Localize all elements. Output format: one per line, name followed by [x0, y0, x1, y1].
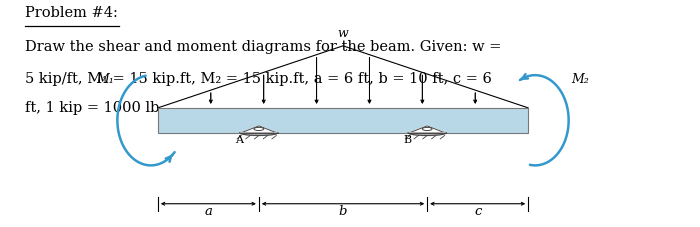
Polygon shape	[239, 133, 278, 136]
Text: w: w	[337, 27, 349, 40]
Text: c: c	[474, 205, 482, 218]
Text: B: B	[404, 135, 412, 145]
Circle shape	[254, 127, 264, 131]
Text: a: a	[204, 205, 212, 218]
Text: M₂: M₂	[572, 73, 589, 86]
Polygon shape	[410, 126, 444, 133]
Text: ft, 1 kip = 1000 lb.: ft, 1 kip = 1000 lb.	[25, 101, 164, 115]
Text: b: b	[339, 205, 347, 218]
Bar	[158, 108, 528, 133]
Polygon shape	[241, 126, 276, 133]
Polygon shape	[408, 133, 447, 136]
Text: Problem #4:: Problem #4:	[25, 6, 118, 20]
Text: Draw the shear and moment diagrams for the beam. Given: w =: Draw the shear and moment diagrams for t…	[25, 40, 501, 54]
Circle shape	[422, 127, 432, 131]
Text: A: A	[235, 135, 244, 145]
Text: 5 kip/ft, M₁ = 15 kip.ft, M₂ = 15 kip.ft, a = 6 ft, b = 10 ft, c = 6: 5 kip/ft, M₁ = 15 kip.ft, M₂ = 15 kip.ft…	[25, 72, 492, 86]
Text: M₁: M₁	[97, 73, 114, 86]
